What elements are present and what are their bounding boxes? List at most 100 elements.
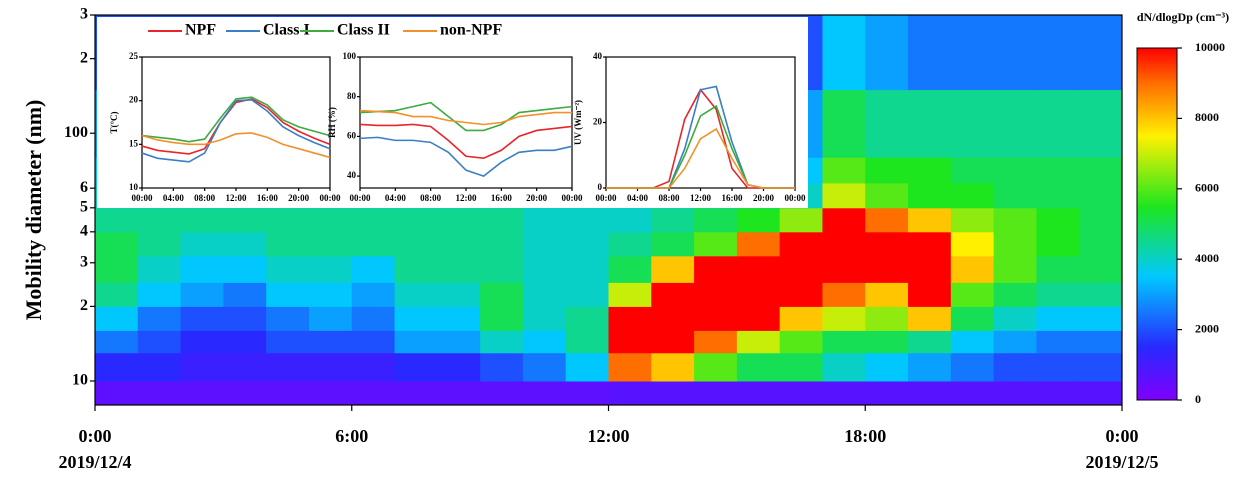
heatmap-cell <box>908 255 952 283</box>
inset-y-tick-label: 80 <box>347 91 357 101</box>
line-series <box>141 96 331 143</box>
heatmap-cell <box>394 282 438 307</box>
heatmap-cell <box>608 231 652 257</box>
colorbar <box>1136 47 1178 401</box>
heatmap-cell <box>736 282 781 307</box>
heatmap-cell <box>308 330 353 354</box>
inset-y-tick-label: 0 <box>598 182 603 192</box>
heatmap-cell <box>1079 231 1123 257</box>
heatmap-cell <box>1079 330 1123 354</box>
heatmap-cell <box>908 306 952 331</box>
inset-x-tick-label: 12:00 <box>456 193 477 203</box>
heatmap-cell <box>950 182 995 209</box>
inset-x-tick-label: 00:00 <box>596 193 617 203</box>
line-series <box>359 109 572 126</box>
heatmap-cell <box>308 282 353 307</box>
heatmap-cell <box>908 89 952 158</box>
heatmap-cell <box>266 330 310 354</box>
line-series <box>359 136 573 177</box>
heatmap-cell <box>1079 182 1123 209</box>
heatmap-cell <box>437 207 481 233</box>
heatmap-cell <box>266 352 310 382</box>
inset-x-tick-label: 20:00 <box>753 193 774 203</box>
heatmap-cell <box>437 231 481 257</box>
heatmap-cell <box>779 231 823 257</box>
heatmap-cell <box>437 255 481 283</box>
y-tick-label: 100 <box>64 124 88 141</box>
heatmap-cell <box>480 282 524 307</box>
inset-x-tick-label: 16:00 <box>257 193 278 203</box>
inset-y-label: RH (%) <box>327 107 337 138</box>
heatmap-cell <box>736 330 781 354</box>
heatmap-cell <box>908 231 952 257</box>
heatmap-cell <box>180 330 224 354</box>
heatmap-cell <box>865 15 909 91</box>
y-tick-label: 2 <box>80 297 88 314</box>
heatmap-cell <box>180 231 224 257</box>
heatmap-cell <box>908 352 952 382</box>
heatmap-cell <box>480 330 524 354</box>
heatmap-cell <box>394 231 438 257</box>
heatmap-cell <box>394 306 438 331</box>
y-axis-label: Mobility diameter (nm) <box>21 100 46 321</box>
x-tick-label: 0:00 <box>79 426 112 446</box>
heatmap-cell <box>1079 157 1123 184</box>
heatmap-cell <box>822 182 866 209</box>
heatmap-cell <box>651 231 695 257</box>
heatmap-cell <box>522 282 567 307</box>
heatmap-cell <box>223 306 267 331</box>
heatmap-cell <box>651 306 695 331</box>
heatmap-cell <box>651 330 695 354</box>
heatmap-cell <box>736 306 781 331</box>
heatmap-cell <box>351 380 396 406</box>
heatmap-cell <box>437 282 481 307</box>
heatmap-cell <box>736 380 781 406</box>
y-tick-label: 4 <box>80 222 88 239</box>
heatmap-cell <box>95 231 139 257</box>
y-tick-label: 2 <box>80 49 88 66</box>
heatmap-cell <box>993 330 1037 354</box>
heatmap-cell <box>694 255 738 283</box>
heatmap-cell <box>865 380 909 406</box>
colorbar-tick-label: 6000 <box>1195 181 1219 195</box>
line-series <box>359 123 573 160</box>
heatmap-cell <box>822 380 866 406</box>
heatmap-cell <box>394 330 438 354</box>
heatmap-cell <box>651 380 695 406</box>
heatmap-cell <box>608 282 652 307</box>
heatmap-cell <box>522 352 567 382</box>
heatmap-cell <box>993 282 1037 307</box>
inset-y-tick-label: 40 <box>347 170 357 180</box>
heatmap-cell <box>779 282 823 307</box>
heatmap-cell <box>480 352 524 382</box>
heatmap-cell <box>908 207 952 233</box>
heatmap-cell <box>993 255 1037 283</box>
inset-x-tick-label: 16:00 <box>722 193 743 203</box>
heatmap-cell <box>993 380 1037 406</box>
colorbar-tick-label: 4000 <box>1195 251 1219 265</box>
line-series <box>141 98 331 163</box>
inset-x-tick-label: 08:00 <box>420 193 441 203</box>
legend-label: non-NPF <box>440 22 502 39</box>
inset-y-tick-label: 25 <box>129 51 139 61</box>
inset-x-tick-label: 04:00 <box>163 193 184 203</box>
inset-x-tick-label: 04:00 <box>385 193 406 203</box>
heatmap-cell <box>822 89 866 158</box>
heatmap-cell <box>437 352 481 382</box>
heatmap-cell <box>565 352 609 382</box>
heatmap-cell <box>865 352 909 382</box>
heatmap-cell <box>95 306 139 331</box>
heatmap-cell <box>1036 207 1080 233</box>
heatmap-cell <box>95 352 139 382</box>
heatmap-cell <box>694 207 738 233</box>
inset-x-tick-label: 00:00 <box>132 193 153 203</box>
heatmap-cell <box>822 282 866 307</box>
heatmap-cell <box>565 255 609 283</box>
heatmap-cell <box>522 231 567 257</box>
y-tick-label: 3 <box>80 253 88 270</box>
heatmap-cell <box>565 380 609 406</box>
heatmap-cell <box>651 282 695 307</box>
heatmap-cell <box>394 255 438 283</box>
heatmap-cell <box>223 282 267 307</box>
